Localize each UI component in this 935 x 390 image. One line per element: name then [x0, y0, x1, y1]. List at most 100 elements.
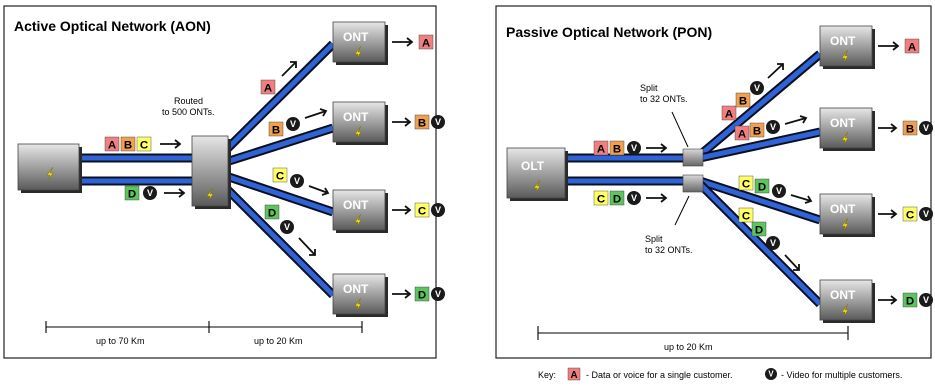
video-symbol: V: [770, 238, 776, 248]
fiber-cable: [225, 125, 334, 165]
aon-distance-scale: up to 70 Km up to 20 Km: [45, 321, 363, 346]
letter-a-badge: A: [734, 125, 750, 141]
pon-split-leader-top: [671, 111, 689, 148]
letter-c-badge: C: [738, 175, 754, 191]
arrow-icon: [392, 37, 414, 47]
arrow-icon: [878, 123, 898, 133]
pon-branch-1-signals: A B V: [721, 63, 784, 121]
ont-label: ONT: [830, 202, 856, 216]
letter-a-badge: A: [904, 38, 920, 54]
letter-a-badge: A: [260, 79, 276, 95]
arrow-icon: [878, 295, 898, 305]
letter-d-badge: D: [414, 286, 430, 302]
video-badge: V: [772, 184, 786, 198]
aon-distance-2: up to 20 Km: [254, 336, 303, 346]
badge-letter: A: [108, 140, 116, 152]
bolt-icon: [354, 213, 362, 227]
badge-letter: D: [613, 194, 621, 206]
ont-label: ONT: [343, 30, 369, 44]
arrow-icon: [646, 143, 668, 153]
badge-letter: C: [742, 211, 750, 223]
ont-label: ONT: [343, 110, 369, 124]
video-symbol: V: [776, 186, 782, 196]
aon-branch-2-signals: B V: [268, 108, 328, 137]
badge-letter: C: [742, 179, 750, 191]
pon-ont-4: ONT: [819, 279, 875, 323]
aon-source-box: [17, 143, 82, 193]
badge-letter: A: [597, 144, 605, 156]
aon-branch-1-signals: A: [260, 61, 297, 95]
video-badge: V: [750, 81, 764, 95]
badge-letter: B: [739, 96, 747, 108]
arrow-icon: [878, 209, 898, 219]
aon-ont-3: ONT: [332, 189, 388, 233]
letter-a-badge: A: [593, 140, 609, 156]
video-symbol: V: [631, 143, 637, 153]
pon-ont-1: ONT: [819, 25, 875, 69]
letter-a-badge: A: [104, 136, 120, 152]
video-symbol: V: [923, 123, 929, 133]
arrow-icon: [392, 117, 412, 127]
aon-distance-1: up to 70 Km: [96, 336, 145, 346]
fiber-cable: [698, 52, 822, 157]
aon-ont-1: ONT: [332, 21, 388, 65]
letter-b-badge: B: [414, 114, 430, 130]
arrow-icon: [304, 108, 328, 119]
aon-fibers: [78, 40, 337, 299]
fiber-cable: [699, 129, 821, 161]
letter-a-badge: A: [567, 367, 581, 381]
ont-label: ONT: [343, 198, 369, 212]
key-label: Key:: [538, 370, 556, 380]
pon-split-top-line1: Split: [640, 83, 658, 93]
bolt-icon: [841, 217, 849, 231]
pon-branch-2-signals: A B V: [734, 115, 808, 141]
video-symbol: V: [284, 222, 290, 232]
arrow-icon: [308, 185, 330, 196]
letter-c-badge: C: [593, 190, 609, 206]
aon-title: Active Optical Network (AON): [14, 18, 211, 34]
letter-d-badge: D: [264, 204, 280, 220]
badge-letter: A: [908, 42, 916, 54]
fiber-cable: [698, 182, 822, 306]
aon-output-2: B V: [392, 114, 445, 130]
arrow-icon: [298, 237, 316, 256]
pon-ont-3: ONT: [819, 193, 875, 237]
video-badge: V: [919, 207, 933, 221]
ont-label: ONT: [343, 282, 369, 296]
letter-c-badge: C: [136, 136, 152, 152]
badge-letter: A: [264, 83, 272, 95]
pon-splitter-upper: [682, 148, 704, 167]
badge-letter: B: [418, 118, 426, 130]
fiber-cable: [225, 173, 334, 215]
badge-letter: D: [906, 296, 914, 308]
letter-d-badge: D: [124, 185, 140, 201]
badge-letter: D: [418, 290, 426, 302]
badge-letter: B: [753, 126, 761, 138]
letter-c-badge: C: [902, 206, 918, 222]
bolt-icon: [841, 49, 849, 63]
video-badge: V: [766, 120, 780, 134]
arrow-icon: [790, 194, 813, 204]
arrow-icon: [392, 205, 412, 215]
pon-olt-box: OLT: [506, 147, 568, 201]
video-symbol: V: [631, 193, 637, 203]
video-badge: V: [766, 236, 780, 250]
video-badge: V: [431, 115, 445, 129]
key-video-desc: - Video for multiple customers.: [781, 370, 902, 380]
pon-title: Passive Optical Network (PON): [506, 24, 712, 40]
video-symbol: V: [435, 117, 441, 127]
letter-b-badge: B: [120, 136, 136, 152]
letter-b-badge: B: [735, 92, 751, 108]
ont-label: ONT: [830, 34, 856, 48]
pon-distance: up to 20 Km: [664, 342, 713, 352]
aon-ont-4: ONT: [332, 273, 388, 317]
bolt-icon: [841, 131, 849, 145]
badge-letter: D: [755, 225, 763, 237]
video-badge: V: [290, 174, 304, 188]
pon-output-3: C V: [878, 206, 933, 222]
aon-signals-lower: D V: [124, 185, 186, 201]
bolt-icon: [533, 179, 541, 193]
video-symbol: V: [290, 119, 296, 129]
ont-label: ONT: [830, 116, 856, 130]
letter-b-badge: B: [268, 121, 284, 137]
